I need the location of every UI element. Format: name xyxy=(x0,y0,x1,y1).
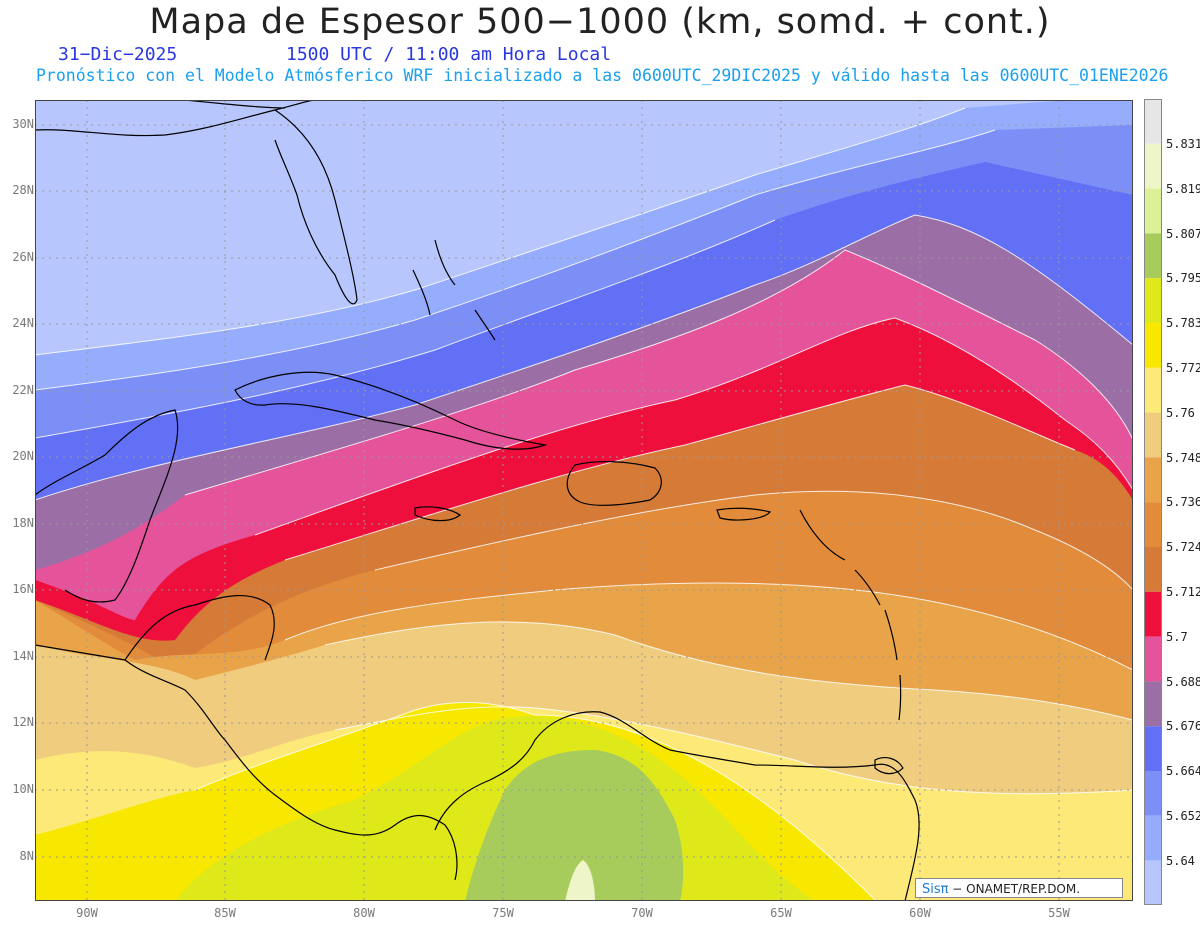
colorbar-swatch xyxy=(1144,681,1162,727)
coast-central-america xyxy=(35,595,458,881)
colorbar-label: 5.831 xyxy=(1166,137,1200,151)
colorbar-label: 5.652 xyxy=(1166,809,1200,823)
colorbar-swatch xyxy=(1144,547,1162,592)
coast-yucatan xyxy=(35,409,179,603)
lon-label: 85W xyxy=(214,906,236,920)
valid-time: 1500 UTC / 11:00 am Hora Local xyxy=(286,44,612,65)
colorbar-swatch xyxy=(1144,726,1162,771)
colorbar-label: 5.676 xyxy=(1166,719,1200,733)
colorbar-swatch xyxy=(1144,502,1162,547)
coast-cuba xyxy=(234,371,548,450)
colorbar-label: 5.712 xyxy=(1166,585,1200,599)
colorbar-swatch xyxy=(1144,323,1162,368)
colorbar-label: 5.736 xyxy=(1166,495,1200,509)
lat-label: 18N xyxy=(12,516,34,530)
lat-label: 8N xyxy=(19,849,34,863)
colorbar-label: 5.795 xyxy=(1166,271,1200,285)
colorbar-swatch xyxy=(1144,771,1162,816)
lon-label: 75W xyxy=(492,906,514,920)
colorbar-swatch xyxy=(1144,591,1162,637)
colorbar-swatch xyxy=(1144,457,1162,503)
colorbar-swatch xyxy=(1144,636,1162,682)
lat-label: 14N xyxy=(12,649,34,663)
lon-label: 90W xyxy=(76,906,98,920)
colorbar-label: 5.772 xyxy=(1166,361,1200,375)
lat-label: 10N xyxy=(12,782,34,796)
coast-trinidad xyxy=(874,757,904,775)
sispi-logo-text: Sisπ xyxy=(922,882,949,897)
colorbar-swatch xyxy=(1144,233,1162,279)
colorbar-swatch xyxy=(1144,143,1162,189)
lat-label: 16N xyxy=(12,582,34,596)
colorbar-label: 5.783 xyxy=(1166,316,1200,330)
lon-label: 70W xyxy=(631,906,653,920)
colorbar-label: 5.688 xyxy=(1166,675,1200,689)
thickness-map xyxy=(35,100,1133,901)
lat-label: 26N xyxy=(12,250,34,264)
lon-label: 65W xyxy=(770,906,792,920)
coast-puerto-rico xyxy=(716,507,772,521)
colorbar-swatch xyxy=(1144,188,1162,234)
map-title: Mapa de Espesor 500−1000 (km, somd. + co… xyxy=(149,2,1051,42)
colorbar-swatch xyxy=(1144,367,1162,413)
colorbar-label: 5.664 xyxy=(1166,764,1200,778)
lon-label: 55W xyxy=(1048,906,1070,920)
coast-us-florida xyxy=(35,100,358,305)
coast-lesser-antilles xyxy=(799,509,902,721)
lat-label: 20N xyxy=(12,449,34,463)
colorbar-swatch xyxy=(1144,860,1162,905)
coast-jamaica xyxy=(414,506,462,522)
colorbar-swatch xyxy=(1144,278,1162,323)
colorbar-swatch xyxy=(1144,99,1162,144)
lat-label: 28N xyxy=(12,183,34,197)
coast-hispaniola xyxy=(566,460,662,506)
coast-south-america xyxy=(434,711,920,901)
colorbar-label: 5.724 xyxy=(1166,540,1200,554)
band-5.807 xyxy=(465,750,684,901)
forecast-subtitle: Pronóstico con el Modelo Atmósferico WRF… xyxy=(36,66,1169,85)
lat-label: 12N xyxy=(12,715,34,729)
colorbar-label: 5.76 xyxy=(1166,406,1195,420)
colorbar-label: 5.64 xyxy=(1166,854,1195,868)
lon-label: 80W xyxy=(353,906,375,920)
colorbar-swatch xyxy=(1144,412,1162,458)
lat-label: 24N xyxy=(12,316,34,330)
lon-label: 60W xyxy=(909,906,931,920)
colorbar-label: 5.807 xyxy=(1166,227,1200,241)
credit-text: − ONAMET/REP.DOM. xyxy=(948,882,1081,896)
band-5.819 xyxy=(565,860,595,901)
lat-label: 22N xyxy=(12,383,34,397)
colorbar-label: 5.819 xyxy=(1166,182,1200,196)
colorbar-swatch xyxy=(1144,815,1162,861)
colorbar-label: 5.748 xyxy=(1166,451,1200,465)
coast-bahamas xyxy=(412,239,496,341)
colorbar xyxy=(1144,99,1162,905)
credit-box: Sisπ − ONAMET/REP.DOM. xyxy=(915,878,1123,898)
lat-label: 30N xyxy=(12,117,34,131)
valid-date: 31−Dic−2025 xyxy=(58,44,178,65)
colorbar-label: 5.7 xyxy=(1166,630,1188,644)
